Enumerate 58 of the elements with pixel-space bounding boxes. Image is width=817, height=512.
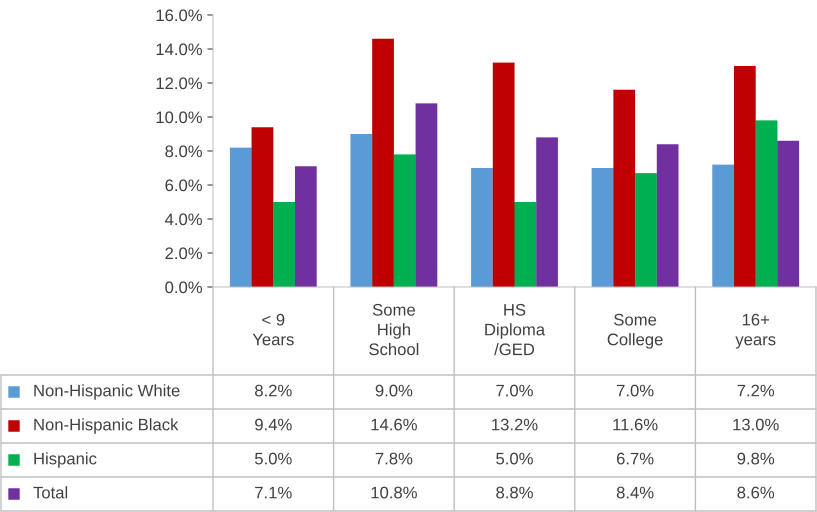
bar (613, 90, 636, 287)
bar (656, 144, 679, 287)
bar (350, 134, 372, 287)
data-label: 14.6% (372, 418, 417, 430)
legend-label: Hispanic (34, 452, 96, 468)
x-tick-label: Some High School (369, 304, 418, 356)
data-label: 8.2% (255, 384, 292, 396)
x-tick-label: 16+ years (735, 314, 776, 349)
legend-label: Total (33, 486, 68, 498)
data-label: 8.6% (737, 486, 774, 498)
bar (712, 164, 734, 287)
y-tick-label: 14.0% (156, 43, 202, 56)
bar (592, 168, 614, 287)
bar (372, 38, 394, 287)
y-tick-label: 2.0% (165, 247, 202, 260)
bar (471, 168, 493, 287)
y-tick-label: 6.0% (165, 179, 202, 192)
y-tick-label: 4.0% (164, 213, 202, 226)
data-label: 7.1% (255, 486, 292, 498)
bar (416, 103, 438, 287)
bar (635, 173, 657, 287)
data-label: 10.8% (372, 486, 417, 498)
data-label: 11.6% (613, 418, 658, 430)
bar (273, 202, 296, 287)
data-label: 6.7% (616, 452, 654, 464)
bar (734, 66, 756, 287)
legend-label: Non-Hispanic Black (34, 418, 178, 434)
y-tick-label: 12.0% (156, 77, 202, 90)
data-label: 7.0% (496, 384, 533, 396)
bar (514, 202, 536, 287)
data-label: 13.0% (733, 418, 779, 430)
bar (756, 120, 778, 287)
bar (394, 154, 416, 287)
data-label: 5.0% (496, 452, 533, 464)
legend-label: Non-Hispanic White (34, 384, 180, 400)
data-label: 5.0% (254, 452, 292, 464)
data-label: 9.0% (376, 384, 412, 396)
data-label: 9.4% (255, 418, 292, 430)
x-tick-label: HS Diploma /GED (485, 304, 546, 356)
y-tick-label: 10.0% (156, 111, 202, 124)
x-tick-label: Some College (608, 314, 663, 349)
bar (492, 62, 514, 287)
bar (295, 166, 317, 287)
data-label: 8.8% (496, 486, 533, 498)
y-tick-label: 0.0% (165, 281, 202, 294)
data-label: 7.0% (616, 384, 654, 396)
data-label: 7.8% (376, 452, 412, 464)
bar (252, 127, 274, 287)
data-label: 8.4% (616, 486, 654, 498)
data-label: 9.8% (737, 452, 774, 464)
data-label: 13.2% (492, 418, 538, 430)
y-tick-label: 16.0% (156, 9, 202, 22)
bar (536, 137, 558, 287)
bar (230, 148, 252, 287)
y-tick-label: 8.0% (165, 145, 202, 158)
data-label: 7.2% (738, 384, 774, 396)
bar (777, 140, 800, 287)
x-tick-label: < 9 Years (252, 314, 294, 346)
